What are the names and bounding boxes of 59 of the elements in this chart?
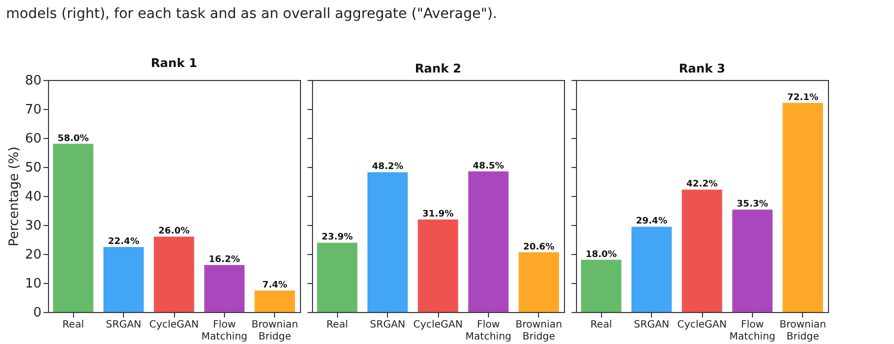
- bar: [53, 144, 94, 312]
- y-axis-title: Percentage (%): [6, 146, 22, 246]
- x-tick-label: Real: [590, 320, 612, 330]
- y-tick-label: 30: [24, 218, 42, 234]
- data-label: 31.9%: [422, 209, 454, 220]
- data-label: 48.2%: [372, 162, 404, 172]
- text: models (right), for each task and as an overall aggregate ("Average").: [6, 6, 498, 22]
- data-label: 58.0%: [58, 134, 89, 144]
- x-tick-label: SRGAN: [370, 320, 406, 330]
- bar: [317, 242, 358, 312]
- y-tick-label: 60: [24, 132, 42, 146]
- chart-title: Rank 2: [414, 62, 462, 76]
- data-label: 35.3%: [736, 200, 768, 210]
- x-tick-label: Flow Matching: [465, 320, 512, 342]
- chart-title: Rank 3: [678, 62, 726, 76]
- x-tick-label: Brownian Bridge: [251, 320, 298, 342]
- y-tick-label: 40: [24, 190, 42, 204]
- y-tick-label: 20: [24, 248, 42, 262]
- bar: [732, 210, 773, 312]
- data-label: 29.4%: [636, 216, 668, 227]
- x-tick-label: Real: [62, 320, 84, 330]
- x-tick-label: Flow Matching: [201, 320, 248, 342]
- data-label: 18.0%: [586, 250, 617, 260]
- x-tick-label: Flow Matching: [729, 320, 776, 342]
- data-label: 16.2%: [208, 255, 240, 266]
- data-label: 23.9%: [322, 232, 353, 243]
- bar: [782, 102, 823, 312]
- x-tick-label: Brownian Bridge: [779, 320, 826, 342]
- y-tick-label: 80: [24, 74, 42, 88]
- bar: [581, 260, 622, 312]
- x-tick-label: CycleGAN: [677, 320, 727, 330]
- x-tick-label: SRGAN: [634, 320, 670, 330]
- bar: [103, 247, 144, 312]
- bar: [682, 190, 722, 312]
- y-tick-label: 0: [33, 306, 42, 320]
- data-label: 26.0%: [158, 226, 190, 237]
- data-label: 48.5%: [472, 161, 504, 172]
- data-label: 7.4%: [262, 280, 288, 291]
- data-label: 22.4%: [108, 237, 140, 248]
- chart-title: Rank 1: [150, 56, 198, 70]
- x-tick-label: CycleGAN: [149, 320, 199, 330]
- bar: [367, 172, 408, 312]
- bar: [254, 290, 295, 312]
- x-tick-label: Brownian Bridge: [515, 320, 562, 342]
- x-tick-label: SRGAN: [106, 320, 142, 330]
- data-label: 42.2%: [686, 180, 718, 190]
- x-tick-label: CycleGAN: [413, 320, 463, 330]
- bar: [154, 236, 194, 312]
- y-tick-label: 10: [24, 276, 42, 292]
- x-tick-label: Real: [326, 320, 348, 330]
- bar: [631, 226, 672, 312]
- y-tick-label: 50: [24, 160, 42, 176]
- data-label: 20.6%: [523, 242, 554, 252]
- bar: [204, 265, 245, 312]
- bar: [418, 219, 458, 312]
- y-tick-label: 70: [24, 102, 42, 118]
- bar: [518, 252, 559, 312]
- data-label: 72.1%: [787, 92, 818, 103]
- bar: [468, 171, 509, 312]
